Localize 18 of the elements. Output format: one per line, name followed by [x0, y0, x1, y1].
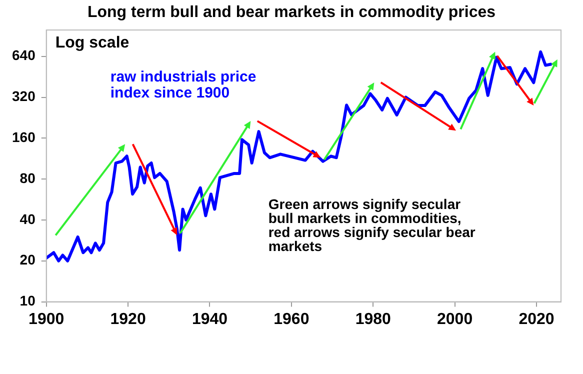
x-tick-label: 1940 [192, 310, 228, 328]
x-tick-label: 1920 [110, 310, 146, 328]
y-tick-label: 640 [12, 47, 36, 64]
x-tick-label: 1980 [355, 310, 392, 328]
x-tick-label: 2000 [437, 310, 473, 328]
x-tick-label: 1960 [274, 310, 310, 328]
x-tick-label: 2020 [518, 310, 554, 328]
y-tick-label: 40 [20, 210, 36, 227]
y-tick-label: 20 [20, 252, 36, 268]
y-tick-label: 80 [20, 170, 36, 186]
x-tick-label: 1900 [28, 310, 64, 328]
chart-title: Long term bull and bear markets in commodity prices [86, 4, 497, 22]
annotation: Log scale [55, 34, 130, 52]
y-tick-label: 160 [12, 129, 36, 146]
annotation: Green arrows signify secular bull markets in commodities, red arrows signify secular bear markets [268, 196, 476, 254]
y-tick-label: 320 [12, 88, 36, 104]
y-tick-label: 10 [20, 292, 36, 309]
text: raw industrials price index since 1900 [110, 68, 256, 102]
